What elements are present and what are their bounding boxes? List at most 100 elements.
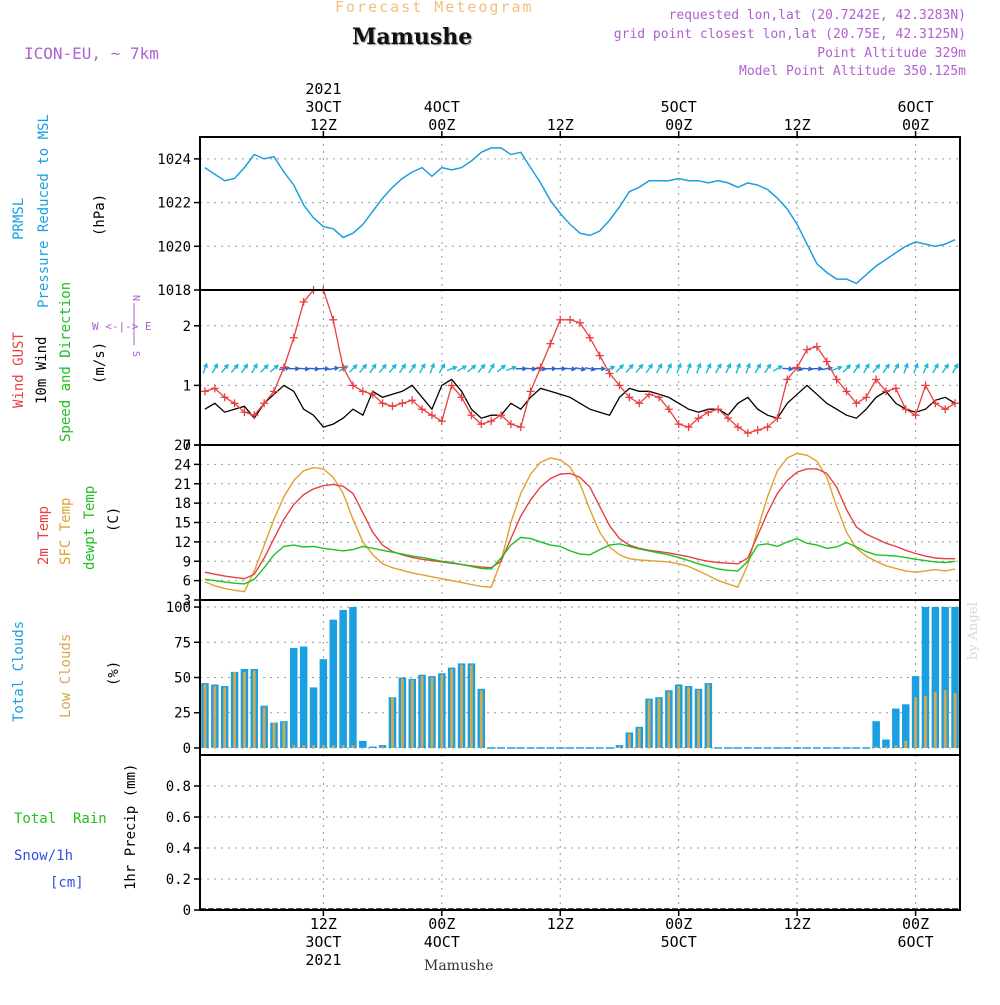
arrow-shaft [202,363,208,374]
wind-gust-marker [418,405,427,414]
wind-direction-arrow [676,362,682,374]
low-cloud-bar [479,690,483,748]
wind-gust-marker [891,384,900,393]
wind-gust-marker [585,333,594,342]
low-cloud-bar [430,677,434,748]
arrow-head [371,363,377,369]
wind-gust-marker [437,417,446,426]
wind-direction-arrow [318,366,330,372]
wind-gust-marker [852,399,861,408]
y-tick-label: 0.4 [166,841,191,857]
total-cloud-bar [941,607,949,748]
arrow-shaft [349,364,357,373]
arrow-shaft [666,363,672,374]
low-cloud-bar [697,690,700,748]
wind-gust-marker [812,342,821,351]
wind-gust-marker [743,429,752,438]
wind-gust-marker [477,420,486,429]
time-label-bottom: 5OCT [661,933,697,951]
arrow-head [381,363,387,369]
wind-gust-marker [803,345,812,354]
wind-direction-arrow [892,363,900,374]
arrow-head [953,363,959,369]
time-label-bottom: 12Z [784,915,811,933]
wind-gust-marker [872,375,881,384]
arrow-shaft [418,364,426,374]
wind-gust-marker [842,387,851,396]
low-cloud-bar [667,691,671,748]
arrow-head [934,363,939,369]
wind-gust-marker [220,393,229,402]
low-cloud-bar [262,707,266,748]
arrow-shaft [230,364,239,373]
wind-direction-arrow [811,366,824,372]
wind-direction-arrow [594,366,607,372]
wind-direction-arrow [913,362,919,374]
wind-gust-marker [289,333,298,342]
arrow-shaft [745,363,751,374]
wind-gust-marker [724,414,733,423]
y-tick-label: 1018 [157,283,191,299]
total-cloud-bar [892,708,900,748]
arrow-head [511,365,517,371]
low-cloud-bar [914,697,917,748]
arrow-head [846,364,852,370]
site-title: Mamushe [352,24,473,50]
wind-gust-marker [625,393,634,402]
arrow-head [903,362,909,369]
y-tick-label: 0 [183,741,191,757]
wind-direction-arrow [772,365,783,372]
wind-direction-arrow [429,362,435,374]
total-cloud-bar [290,647,298,748]
arrow-shaft [754,364,761,374]
time-label-top: 12Z [547,116,574,134]
arrow-head [837,365,843,371]
wind-direction-arrow [584,366,597,372]
total-cloud-bar [319,659,328,748]
wind-direction-arrow [801,366,814,372]
compass-s-label: S [130,351,141,357]
wind-direction-label: Speed and Direction [58,282,74,442]
wind-direction-arrow [754,363,761,374]
low-cloud-bar [312,745,315,748]
arrow-shaft [328,367,339,371]
total-cloud-bar [309,687,318,748]
wind-gust-marker [447,381,456,390]
y-tick-label: 50 [174,671,191,687]
wind-gust-marker [260,399,269,408]
wind-gust-marker [408,396,417,405]
wind-direction-arrow [655,363,663,374]
arrow-shaft [388,364,397,373]
arrow-head [233,363,239,369]
wind-gust-marker [270,387,279,396]
arrow-shaft [496,364,506,373]
arrow-head [648,363,653,369]
wind-gust-marker [862,393,871,402]
time-label-top: 12Z [784,116,811,134]
time-label-bottom: 3OCT [305,933,341,951]
arrow-head [628,363,634,369]
y-tick-label: 21 [174,477,191,493]
arrow-shaft [240,364,248,374]
wind-direction-arrow [505,365,517,372]
wind-direction-arrow [922,362,929,374]
arrow-head [610,365,616,371]
arrow-shaft [725,363,731,374]
arrow-head [391,363,397,369]
arrow-shaft [488,364,495,374]
time-label-top: 4OCT [424,98,460,116]
y-tick-label: 12 [174,535,191,551]
model-name: ICON-EU, ~ 7km [24,44,159,63]
wind-gust-marker [645,390,654,399]
arrow-shaft [398,364,406,374]
arrow-shaft [565,367,576,370]
arrow-head [667,362,672,369]
total-cloud-bar [329,619,337,748]
wind-gust-marker [200,387,209,396]
wind-gust-marker [339,363,348,372]
arrow-shaft [715,364,722,374]
arrow-shaft [604,365,615,372]
arrow-shaft [645,364,653,374]
panel-labels: PRMSL Pressure Reduced to MSL (hPa) Wind… [11,114,152,891]
